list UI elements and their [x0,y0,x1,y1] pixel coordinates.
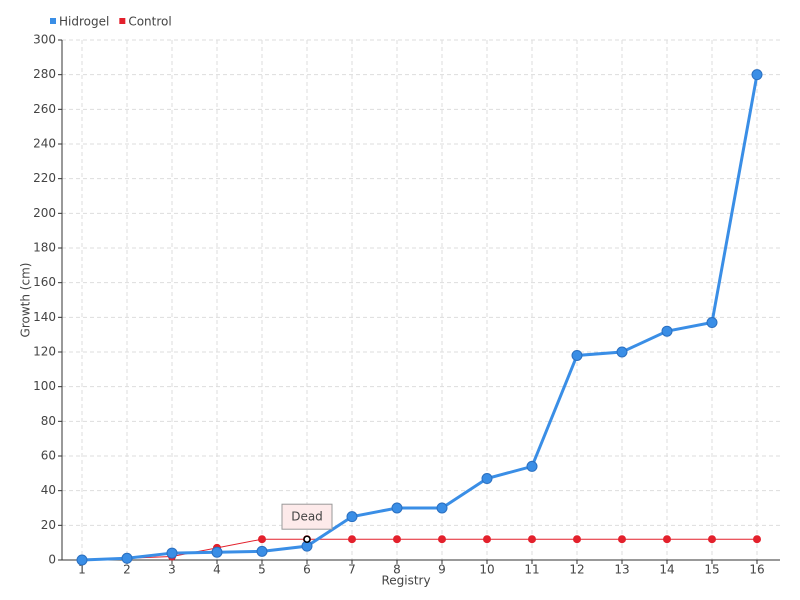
series-line [81,74,759,562]
y-tick-label: 20 [41,518,56,532]
annotation: Dead [291,510,323,524]
y-tick-label: 40 [41,483,56,497]
x-axis-label: Registry [381,574,430,588]
x-tick-label: 4 [213,563,221,577]
data-point [571,349,583,361]
x-tick-label: 15 [704,563,719,577]
x-tick-label: 3 [168,563,176,577]
y-tick-label: 0 [48,553,56,567]
data-point [256,545,268,557]
data-point [391,502,403,514]
legend-label: Hidrogel [59,15,109,29]
data-point [483,535,491,544]
data-point [661,325,673,337]
y-tick-label: 240 [33,137,56,151]
y-tick-label: 200 [33,206,56,220]
x-tick-label: 2 [123,563,131,577]
y-tick-label: 260 [33,102,56,116]
data-point [526,460,538,472]
y-tick-label: 300 [33,33,56,47]
data-point [528,535,536,544]
y-tick-label: 100 [33,379,56,393]
y-tick-label: 120 [33,345,56,359]
legend-label: Control [128,15,171,29]
x-tick-label: 14 [659,563,674,577]
x-tick-label: 12 [569,563,584,577]
data-point [706,317,718,329]
x-tick-label: 8 [393,563,401,577]
y-tick-label: 180 [33,241,56,255]
data-point [616,346,628,358]
data-point [211,546,223,558]
data-point [258,535,266,544]
x-tick-label: 5 [258,563,266,577]
y-axis-label: Growth (cm) [19,263,33,338]
y-tick-label: 280 [33,67,56,81]
annotation-marker [303,535,311,543]
x-tick-label: 16 [749,563,764,577]
data-point [751,69,763,81]
x-tick-label: 10 [479,563,494,577]
data-point [348,535,356,544]
y-tick-label: 160 [33,275,56,289]
y-tick-label: 140 [33,310,56,324]
x-tick-label: 9 [438,563,446,577]
data-point [166,547,178,559]
y-tick-label: 220 [33,171,56,185]
data-point [481,473,493,485]
data-point [708,535,716,544]
y-tick-label: 60 [41,449,56,463]
x-tick-label: 13 [614,563,629,577]
y-tick-label: 80 [41,414,56,428]
x-tick-label: 11 [524,563,539,577]
data-point [121,552,133,564]
data-point [393,535,401,544]
data-point [438,535,446,544]
legend-swatch [119,18,126,24]
data-point [753,535,761,544]
data-point [76,554,88,566]
x-tick-label: 1 [78,563,86,577]
x-tick-label: 7 [348,563,356,577]
data-point [573,535,581,544]
legend-swatch [50,18,56,24]
x-tick-label: 6 [303,563,311,577]
data-point [436,502,448,514]
annotation-box [281,503,333,530]
data-point [618,535,626,544]
data-point [663,535,671,544]
series-line [81,538,757,561]
data-point [346,511,358,523]
